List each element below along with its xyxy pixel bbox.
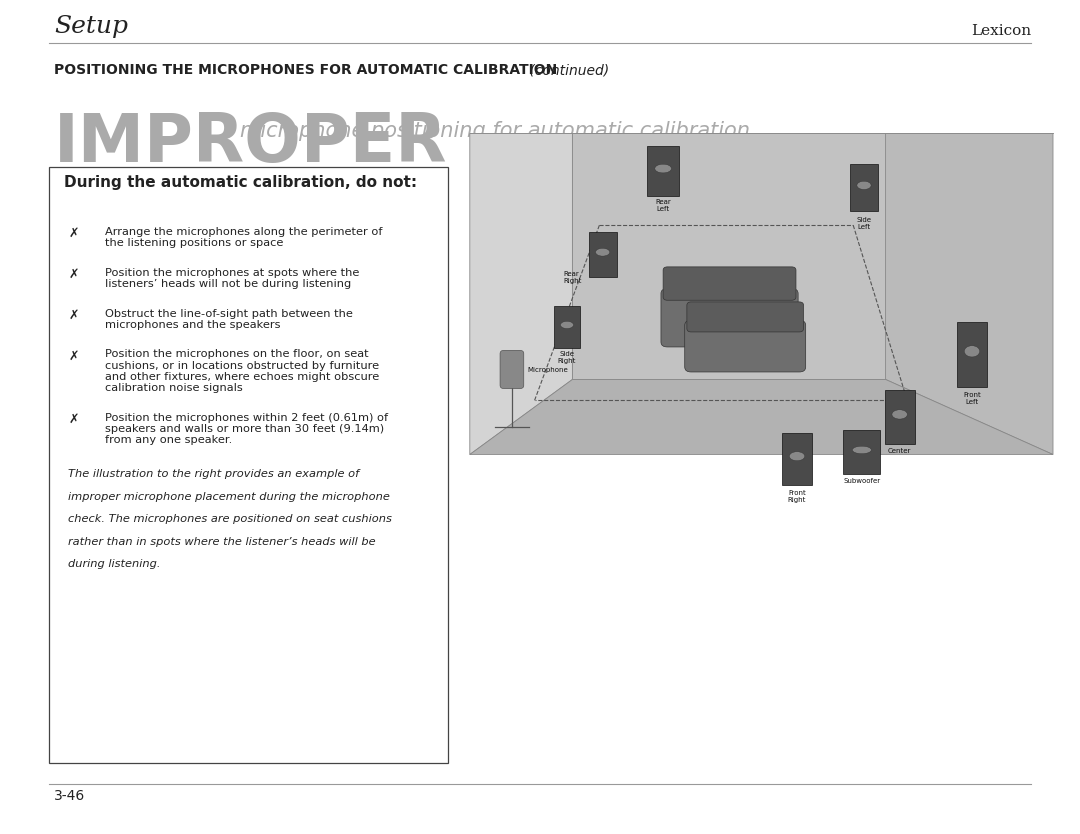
FancyBboxPatch shape [647,146,679,196]
Ellipse shape [852,446,872,454]
FancyBboxPatch shape [850,163,878,212]
Text: Rear
Left: Rear Left [656,199,671,213]
Text: POSITIONING THE MICROPHONES FOR AUTOMATIC CALIBRATION: POSITIONING THE MICROPHONES FOR AUTOMATI… [54,63,557,78]
Text: Setup: Setup [54,14,129,38]
Text: During the automatic calibration, do not:: During the automatic calibration, do not… [64,175,417,190]
Ellipse shape [892,409,907,419]
FancyBboxPatch shape [663,267,796,300]
Text: Obstruct the line-of-sight path between the: Obstruct the line-of-sight path between … [105,309,353,319]
Polygon shape [572,133,886,379]
Text: Center: Center [888,448,912,454]
FancyBboxPatch shape [685,320,806,372]
Text: Subwoofer: Subwoofer [843,478,880,484]
FancyBboxPatch shape [589,232,617,277]
Text: (continued): (continued) [525,63,609,78]
Text: the listening positions or space: the listening positions or space [105,238,283,248]
Text: Position the microphones within 2 feet (0.61m) of: Position the microphones within 2 feet (… [105,413,388,423]
Text: rather than in spots where the listener’s heads will be: rather than in spots where the listener’… [68,537,376,546]
Text: ✗: ✗ [68,309,79,322]
Polygon shape [470,379,1053,455]
Text: ✗: ✗ [68,268,79,281]
Text: Position the microphones at spots where the: Position the microphones at spots where … [105,268,360,278]
Ellipse shape [561,321,573,329]
Polygon shape [886,133,1053,455]
Text: from any one speaker.: from any one speaker. [105,435,232,445]
FancyBboxPatch shape [782,433,812,485]
Ellipse shape [856,181,872,189]
Ellipse shape [964,345,980,357]
Ellipse shape [789,452,805,460]
Text: ✗: ✗ [68,349,79,363]
FancyBboxPatch shape [843,430,880,474]
Text: The illustration to the right provides an example of: The illustration to the right provides a… [68,469,360,479]
Text: ✗: ✗ [68,227,79,240]
FancyBboxPatch shape [687,302,804,332]
Text: Rear
Right: Rear Right [564,271,582,284]
Text: IMPROPER: IMPROPER [54,110,447,176]
Text: during listening.: during listening. [68,560,161,569]
FancyBboxPatch shape [554,306,580,348]
FancyBboxPatch shape [957,323,987,387]
Text: Side
Left: Side Left [856,217,872,230]
FancyBboxPatch shape [500,350,524,389]
Ellipse shape [595,249,610,256]
Text: improper microphone placement during the microphone: improper microphone placement during the… [68,492,390,501]
Text: listeners’ heads will not be during listening: listeners’ heads will not be during list… [105,279,351,289]
FancyBboxPatch shape [661,289,798,347]
Text: Front
Right: Front Right [787,490,807,503]
Text: cushions, or in locations obstructed by furniture: cushions, or in locations obstructed by … [105,360,379,370]
Text: microphones and the speakers: microphones and the speakers [105,319,281,329]
Text: Position the microphones on the floor, on seat: Position the microphones on the floor, o… [105,349,368,359]
Text: Microphone: Microphone [527,367,568,374]
Text: 3-46: 3-46 [54,789,85,803]
Text: check. The microphones are positioned on seat cushions: check. The microphones are positioned on… [68,514,392,524]
Ellipse shape [654,164,672,173]
Text: Arrange the microphones along the perimeter of: Arrange the microphones along the perime… [105,227,382,237]
Text: Lexicon: Lexicon [971,23,1031,38]
Text: microphone positioning for automatic calibration: microphone positioning for automatic cal… [240,121,750,141]
Text: ✗: ✗ [68,413,79,426]
Text: calibration noise signals: calibration noise signals [105,384,243,393]
Polygon shape [470,133,572,455]
FancyBboxPatch shape [49,167,448,763]
Text: Front
Left: Front Left [963,392,981,405]
FancyBboxPatch shape [885,390,915,444]
Text: Side
Right: Side Right [557,351,577,364]
Text: speakers and walls or more than 30 feet (9.14m): speakers and walls or more than 30 feet … [105,424,383,434]
Text: and other fixtures, where echoes might obscure: and other fixtures, where echoes might o… [105,372,379,382]
